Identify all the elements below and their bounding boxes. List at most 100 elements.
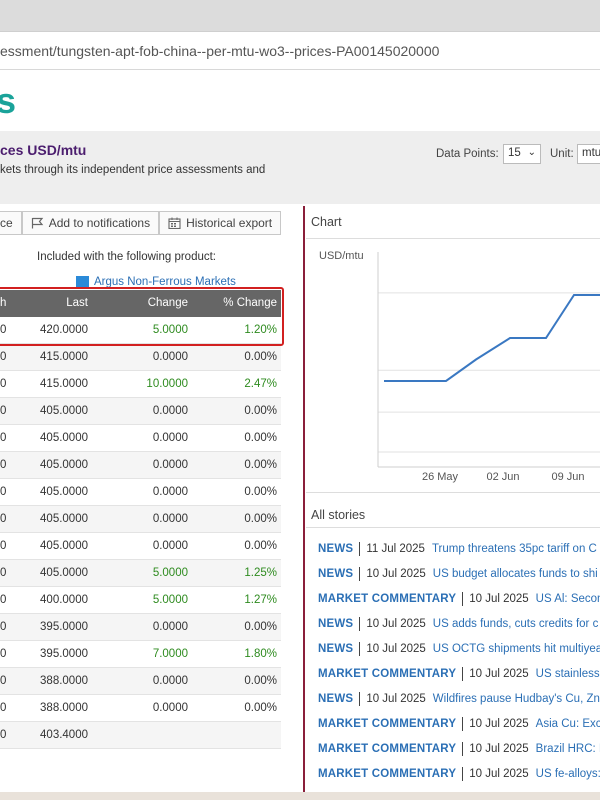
- story-title-link[interactable]: Brazil HRC: Imp: [535, 743, 600, 755]
- story-title-link[interactable]: Wildfires pause Hudbay's Cu, Zn: [432, 693, 600, 705]
- story-item[interactable]: NEWS 10 Jul 2025 US budget allocates funds…: [318, 564, 598, 584]
- story-category[interactable]: NEWS: [318, 693, 354, 705]
- story-separator: [359, 542, 361, 556]
- data-points-label: Data Points:: [436, 148, 499, 160]
- cell-high: 0: [0, 675, 7, 687]
- page-bottom-strip: [0, 792, 600, 800]
- story-category[interactable]: NEWS: [318, 568, 354, 580]
- chart-heading: Chart: [311, 215, 342, 229]
- chart-panel-header: Chart: [306, 206, 600, 239]
- cell-change: 7.0000: [152, 648, 188, 660]
- story-title-link[interactable]: Asia Cu: Excha: [535, 718, 600, 730]
- story-item[interactable]: MARKET COMMENTARY 10 Jul 2025 US stainless…: [318, 664, 600, 684]
- cell-high: 0: [0, 513, 7, 525]
- cell-change: 0.0000: [152, 459, 188, 471]
- data-points-select[interactable]: 15 ⌄: [503, 144, 541, 164]
- story-date: 10 Jul 2025: [366, 693, 426, 705]
- table-row: 0 405.0000 0.0000 0.00%: [0, 398, 281, 425]
- add-to-notifications-label: Add to notifications: [48, 216, 151, 230]
- story-category[interactable]: NEWS: [318, 643, 354, 655]
- story-title-link[interactable]: US Al: Seconda: [535, 593, 600, 605]
- cell-last: 405.0000: [40, 459, 88, 471]
- cell-pct-change: 0.00%: [244, 405, 277, 417]
- cell-pct-change: 1.20%: [244, 324, 277, 336]
- cell-high: 0: [0, 729, 7, 741]
- cell-change: 5.0000: [152, 324, 188, 336]
- story-title-link[interactable]: US adds funds, cuts credits for c: [432, 618, 599, 630]
- story-date: 10 Jul 2025: [469, 668, 529, 680]
- story-separator: [359, 617, 361, 631]
- cell-change: 0.0000: [152, 540, 188, 552]
- story-title-link[interactable]: US OCTG shipments hit multiyea: [432, 643, 600, 655]
- story-category[interactable]: NEWS: [318, 543, 354, 555]
- story-category[interactable]: MARKET COMMENTARY: [318, 718, 457, 730]
- story-separator: [462, 767, 464, 781]
- unit-label: Unit:: [550, 148, 574, 160]
- story-item[interactable]: MARKET COMMENTARY 10 Jul 2025 Brazil HRC: …: [318, 739, 600, 759]
- story-item[interactable]: NEWS 11 Jul 2025 Trump threatens 35pc tari…: [318, 539, 597, 559]
- cell-pct-change: 0.00%: [244, 513, 277, 525]
- table-row: 0 405.0000 0.0000 0.00%: [0, 479, 281, 506]
- table-row: 0 400.0000 5.0000 1.27%: [0, 587, 281, 614]
- address-bar-url[interactable]: essment/tungsten-apt-fob-china--per-mtu-…: [0, 43, 440, 59]
- cell-change: 5.0000: [152, 594, 188, 606]
- header-high[interactable]: h: [0, 297, 7, 309]
- story-item[interactable]: MARKET COMMENTARY 10 Jul 2025 US fe-alloys…: [318, 764, 600, 784]
- historical-export-button[interactable]: Historical export: [159, 211, 282, 235]
- story-title-link[interactable]: US stainless: Tr: [535, 668, 600, 680]
- highlight-annotation-box: [0, 287, 284, 346]
- stories-heading: All stories: [311, 508, 366, 522]
- site-logo[interactable]: s: [0, 80, 17, 121]
- story-category[interactable]: NEWS: [318, 618, 354, 630]
- cell-last: 400.0000: [40, 594, 88, 606]
- story-category[interactable]: MARKET COMMENTARY: [318, 743, 457, 755]
- cell-last: 415.0000: [40, 351, 88, 363]
- cell-pct-change: 0.00%: [244, 486, 277, 498]
- story-title-link[interactable]: US budget allocates funds to shi: [432, 568, 598, 580]
- page-title: ces USD/mtu: [0, 142, 87, 158]
- product-name[interactable]: Argus Non-Ferrous Markets: [94, 276, 236, 288]
- cell-last: 405.0000: [40, 540, 88, 552]
- cell-last: 405.0000: [40, 567, 88, 579]
- toolbar-button-partial[interactable]: ce: [0, 211, 22, 235]
- story-date: 11 Jul 2025: [366, 543, 425, 555]
- product-tag[interactable]: Argus Non-Ferrous Markets: [76, 275, 236, 289]
- story-title-link[interactable]: Trump threatens 35pc tariff on C: [431, 543, 597, 555]
- story-title-link[interactable]: US fe-alloys: Fe: [535, 768, 600, 780]
- header-last[interactable]: Last: [66, 297, 88, 309]
- story-item[interactable]: NEWS 10 Jul 2025 US OCTG shipments hit mul…: [318, 639, 600, 659]
- cell-pct-change: 0.00%: [244, 459, 277, 471]
- address-bar[interactable]: essment/tungsten-apt-fob-china--per-mtu-…: [0, 34, 600, 70]
- header-pct-change[interactable]: % Change: [223, 297, 277, 309]
- toolbar-button-partial-label: ce: [0, 216, 13, 230]
- unit-select[interactable]: mtu: [577, 144, 600, 164]
- story-date: 10 Jul 2025: [366, 643, 426, 655]
- story-item[interactable]: MARKET COMMENTARY 10 Jul 2025 Asia Cu: Exc…: [318, 714, 600, 734]
- story-category[interactable]: MARKET COMMENTARY: [318, 768, 457, 780]
- story-date: 10 Jul 2025: [469, 768, 529, 780]
- table-row: 0 405.0000 5.0000 1.25%: [0, 560, 281, 587]
- header-change[interactable]: Change: [147, 297, 188, 309]
- cell-pct-change: 1.80%: [244, 648, 277, 660]
- cell-change: 0.0000: [152, 621, 188, 633]
- chart-y-label: USD/mtu: [319, 250, 364, 262]
- cell-change: 10.0000: [146, 378, 188, 390]
- included-with-label: Included with the following product:: [37, 251, 216, 263]
- story-category[interactable]: MARKET COMMENTARY: [318, 668, 457, 680]
- browser-tab-strip: [0, 0, 600, 32]
- add-to-notifications-button[interactable]: Add to notifications: [21, 211, 160, 235]
- story-separator: [462, 667, 464, 681]
- chart-bottom-border: [306, 492, 600, 493]
- chart-x-tick-label: 02 Jun: [486, 471, 519, 483]
- cell-high: 0: [0, 486, 7, 498]
- story-separator: [462, 592, 464, 606]
- story-item[interactable]: NEWS 10 Jul 2025 US adds funds, cuts credi…: [318, 614, 598, 634]
- table-row: 0 395.0000 0.0000 0.00%: [0, 614, 281, 641]
- cell-last: 405.0000: [40, 405, 88, 417]
- unit-value: mtu: [582, 147, 600, 159]
- story-category[interactable]: MARKET COMMENTARY: [318, 593, 457, 605]
- cell-pct-change: 0.00%: [244, 675, 277, 687]
- story-item[interactable]: NEWS 10 Jul 2025 Wildfires pause Hudbay's …: [318, 689, 600, 709]
- story-item[interactable]: MARKET COMMENTARY 10 Jul 2025 US Al: Secon…: [318, 589, 600, 609]
- chart-x-tick-label: 09 Jun: [551, 471, 584, 483]
